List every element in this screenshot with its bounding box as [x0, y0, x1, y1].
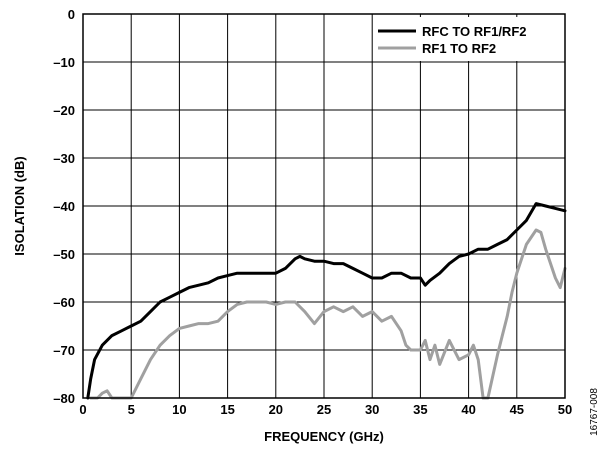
legend-label-rf1: RF1 TO RF2 — [422, 41, 496, 56]
y-tick-label: –60 — [53, 295, 75, 310]
legend: RFC TO RF1/RF2 RF1 TO RF2 — [373, 17, 562, 61]
y-tick-label: –80 — [53, 391, 75, 406]
x-tick-label: 15 — [220, 402, 234, 417]
x-tick-label: 30 — [365, 402, 379, 417]
x-tick-label: 50 — [558, 402, 572, 417]
series-line-0 — [86, 202, 567, 400]
y-tick-label: –10 — [53, 55, 75, 70]
y-tick-label: 0 — [68, 7, 75, 22]
y-axis-label: ISOLATION (dB) — [12, 156, 27, 255]
plot-frame — [82, 13, 566, 399]
legend-label-rfc: RFC TO RF1/RF2 — [422, 24, 527, 39]
x-tick-label: 25 — [317, 402, 331, 417]
x-tick-label: 10 — [172, 402, 186, 417]
legend-background — [373, 17, 562, 61]
tick-labels: 0 5 10 15 20 25 30 35 40 45 50 0 –10 –20 –30 –40 –50 –60 –… — [53, 7, 572, 417]
series-line-1 — [89, 228, 567, 400]
figure-id: 16767-008 — [589, 388, 600, 436]
y-tick-label: –30 — [53, 151, 75, 166]
y-tick-label: –50 — [53, 247, 75, 262]
x-tick-label: 20 — [269, 402, 283, 417]
x-axis-label: FREQUENCY (GHz) — [264, 429, 384, 444]
x-tick-label: 0 — [79, 402, 86, 417]
y-tick-label: –20 — [53, 103, 75, 118]
x-tick-label: 45 — [510, 402, 524, 417]
x-tick-label: 5 — [128, 402, 135, 417]
series-lines — [86, 202, 567, 400]
x-tick-label: 35 — [413, 402, 427, 417]
grid-lines — [83, 14, 565, 398]
x-tick-label: 40 — [461, 402, 475, 417]
y-tick-label: –70 — [53, 343, 75, 358]
y-tick-label: –40 — [53, 199, 75, 214]
